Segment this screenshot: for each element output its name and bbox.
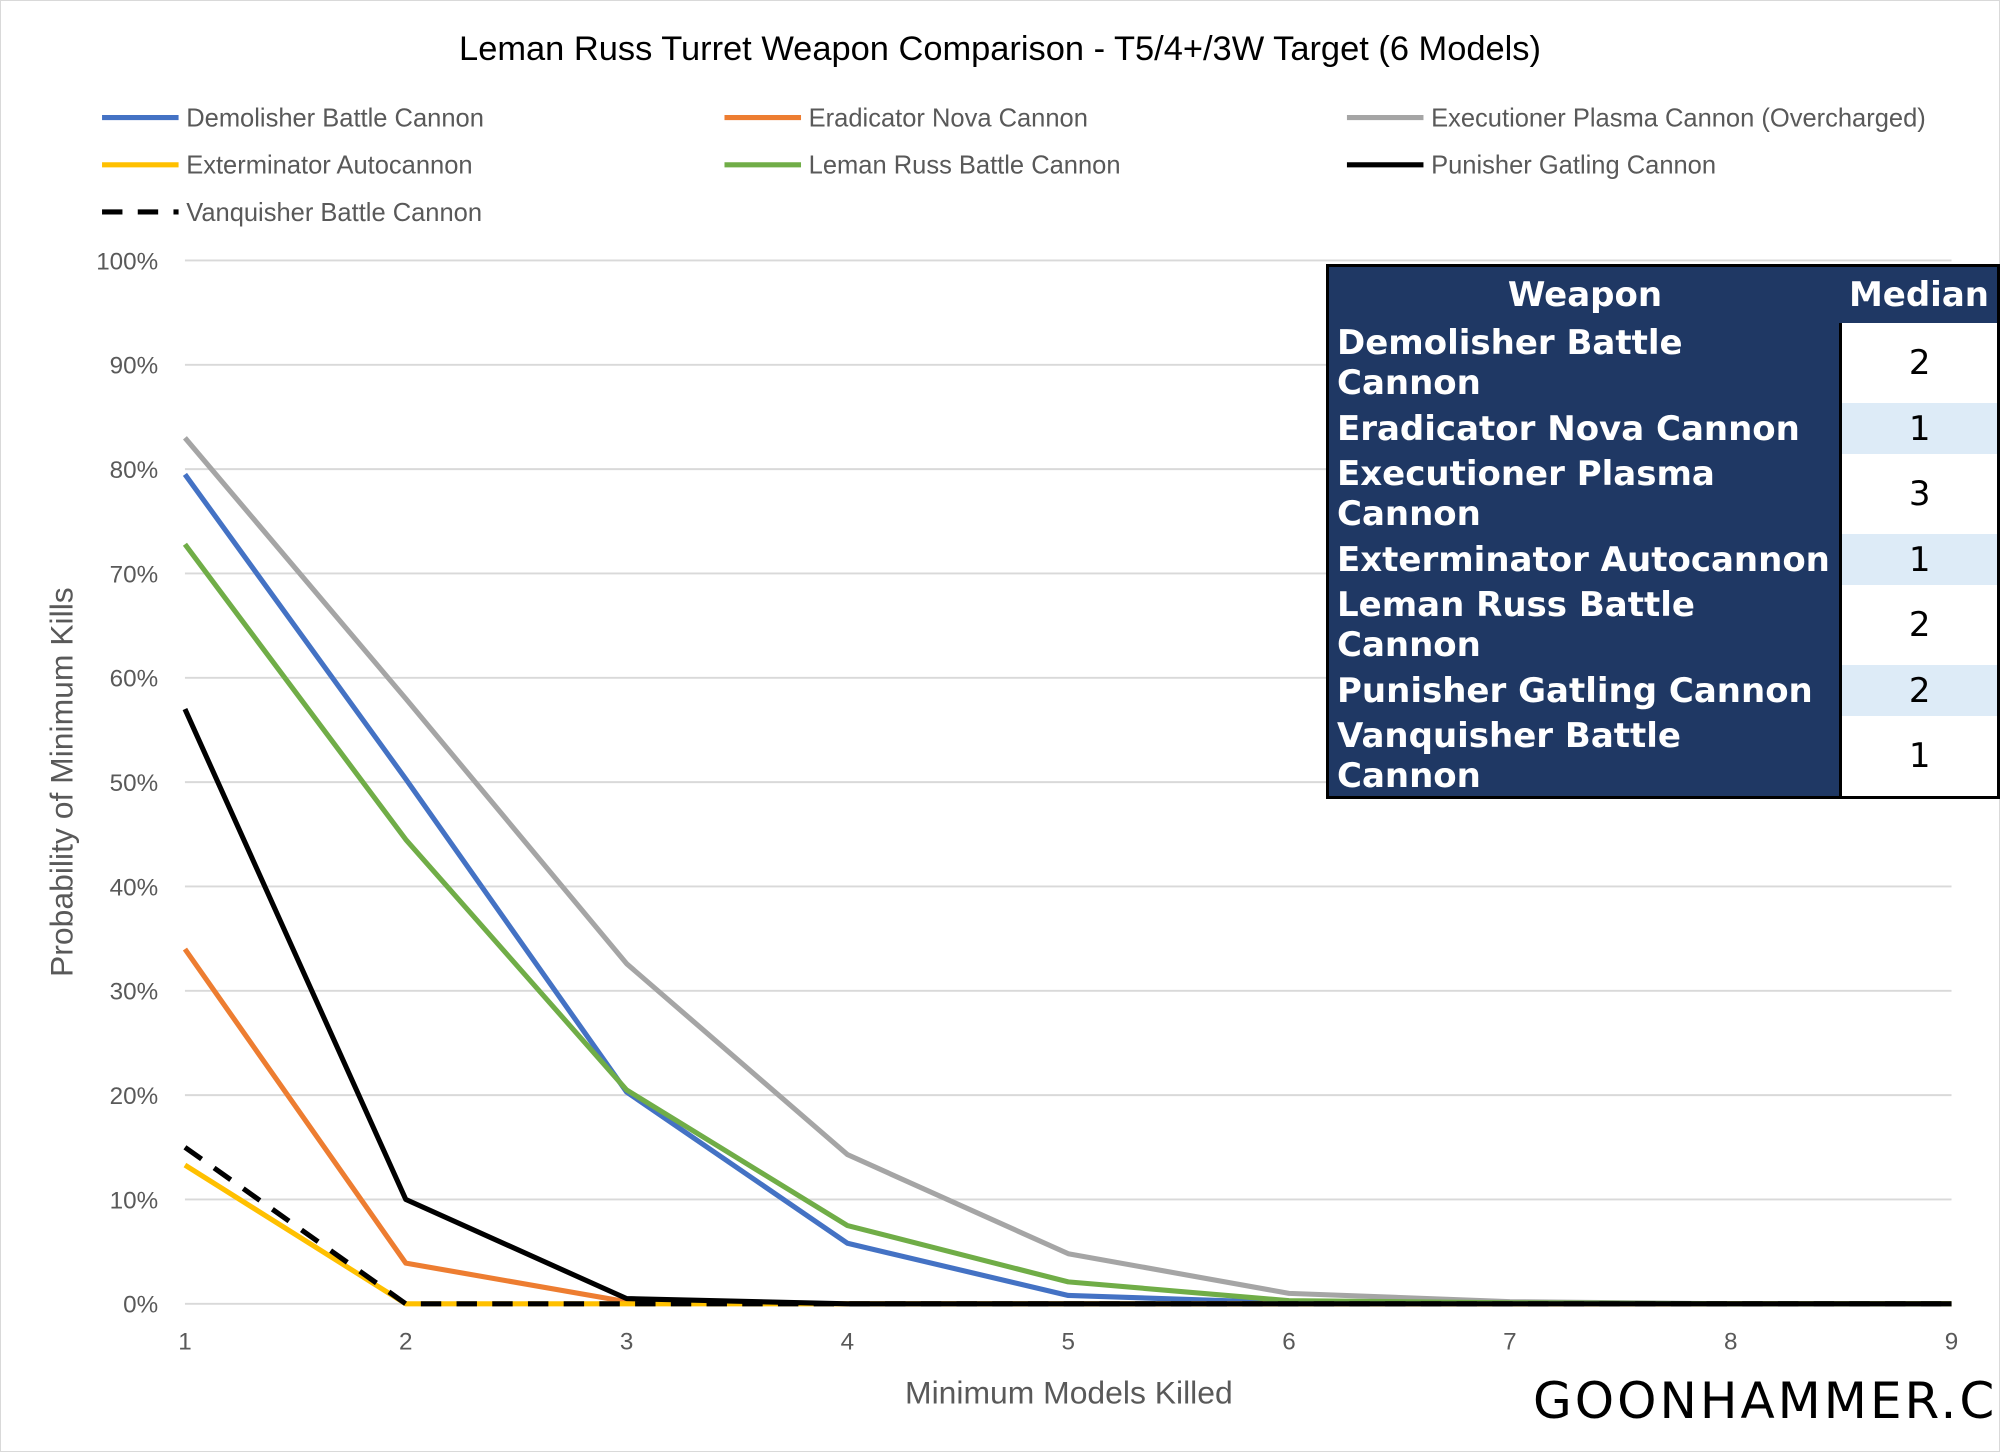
- table-row: Exterminator Autocannon 1: [1327, 534, 1999, 585]
- table-row: Executioner Plasma Cannon 3: [1327, 454, 1999, 534]
- x-tick-label: 8: [1724, 1329, 1737, 1356]
- weapon-cell: Punisher Gatling Cannon: [1327, 665, 1841, 716]
- legend-label: Executioner Plasma Cannon (Overcharged): [1431, 105, 1926, 133]
- y-tick-label: 90%: [110, 353, 158, 380]
- y-tick-label: 30%: [110, 979, 158, 1006]
- median-table: Weapon Median Demolisher Battle Cannon 2 E…: [1326, 264, 2000, 799]
- weapon-cell: Leman Russ Battle Cannon: [1327, 585, 1841, 665]
- median-cell: 1: [1839, 534, 1999, 585]
- y-tick-label: 70%: [110, 561, 158, 588]
- x-tick-label: 6: [1282, 1329, 1295, 1356]
- median-cell: 1: [1839, 403, 1999, 454]
- median-cell: 3: [1839, 454, 1999, 534]
- median-cell: 1: [1839, 716, 1999, 798]
- weapon-cell: Executioner Plasma Cannon: [1327, 454, 1841, 534]
- legend-label: Eradicator Nova Cannon: [809, 105, 1088, 133]
- table-row: Leman Russ Battle Cannon 2: [1327, 585, 1999, 665]
- x-tick-label: 1: [178, 1329, 191, 1356]
- table-row: Punisher Gatling Cannon 2: [1327, 665, 1999, 716]
- chart-title: Leman Russ Turret Weapon Comparison - T5…: [459, 30, 1541, 68]
- y-tick-label: 100%: [96, 248, 158, 275]
- x-axis-label: Minimum Models Killed: [905, 1374, 1233, 1410]
- median-cell: 2: [1839, 585, 1999, 665]
- x-tick-label: 3: [620, 1329, 633, 1356]
- weapon-cell: Demolisher Battle Cannon: [1327, 323, 1841, 403]
- table-header-median: Median: [1840, 265, 1999, 323]
- y-tick-label: 0%: [123, 1292, 158, 1319]
- y-tick-label: 60%: [110, 666, 158, 693]
- x-tick-label: 7: [1503, 1329, 1516, 1356]
- x-tick-label: 9: [1945, 1329, 1958, 1356]
- y-tick-label: 10%: [110, 1187, 158, 1214]
- y-axis-label: Probability of Minimum Kills: [44, 587, 80, 977]
- median-cell: 2: [1839, 665, 1999, 716]
- median-cell: 2: [1839, 323, 1999, 403]
- series-line-1: [182, 947, 1952, 1307]
- weapon-cell: Exterminator Autocannon: [1327, 534, 1841, 585]
- legend-label: Exterminator Autocannon: [186, 152, 472, 180]
- x-tick-label: 2: [399, 1329, 412, 1356]
- y-tick-label: 20%: [110, 1083, 158, 1110]
- legend-label: Leman Russ Battle Cannon: [809, 152, 1121, 180]
- y-tick-label: 50%: [110, 770, 158, 797]
- series-line-6: [183, 1145, 1952, 1307]
- legend-label: Vanquisher Battle Cannon: [186, 199, 482, 227]
- x-tick-label: 4: [841, 1329, 854, 1356]
- table-row: Eradicator Nova Cannon 1: [1327, 403, 1999, 454]
- table-row: Vanquisher Battle Cannon 1: [1327, 716, 1999, 798]
- x-tick-label: 5: [1061, 1329, 1074, 1356]
- goonhammer-logo: GOONHAMMER.COM: [1533, 1372, 2000, 1430]
- weapon-cell: Eradicator Nova Cannon: [1327, 403, 1841, 454]
- y-tick-label: 40%: [110, 874, 158, 901]
- table-header-weapon: Weapon: [1327, 265, 1841, 323]
- legend-label: Punisher Gatling Cannon: [1431, 152, 1716, 180]
- y-tick-label: 80%: [110, 457, 158, 484]
- legend-label: Demolisher Battle Cannon: [186, 105, 484, 133]
- weapon-cell: Vanquisher Battle Cannon: [1327, 716, 1841, 798]
- table-row: Demolisher Battle Cannon 2: [1327, 323, 1999, 403]
